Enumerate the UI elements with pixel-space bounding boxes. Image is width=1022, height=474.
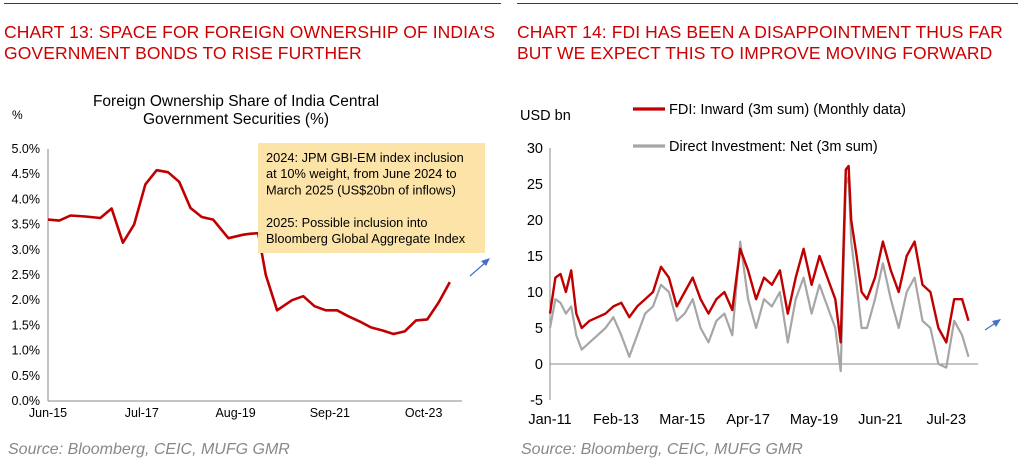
x-tick-label: Mar-15: [659, 412, 705, 428]
chart-title: Foreign Ownership Share of India Central: [93, 93, 379, 110]
x-tick-label: Jan-11: [528, 412, 571, 428]
header-rule: [517, 3, 1018, 4]
y-tick-label: 3.0%: [12, 243, 41, 257]
x-tick-label: Aug-19: [215, 406, 255, 420]
y-tick-label: 4.5%: [12, 167, 41, 181]
x-tick-label: Jul-23: [927, 412, 967, 428]
x-tick-label: Feb-13: [593, 412, 639, 428]
chart-13-header: CHART 13: SPACE FOR FOREIGN OWNERSHIP OF…: [4, 22, 501, 64]
y-tick-label: 1.5%: [12, 318, 41, 332]
foreign-ownership-line: [47, 168, 451, 336]
annotation-text: March 2025 (US$20bn of inflows): [266, 182, 456, 197]
x-tick-label: Oct-23: [405, 406, 443, 420]
chart-13-panel: CHART 13: SPACE FOR FOREIGN OWNERSHIP OF…: [0, 0, 505, 474]
x-tick-label: Jun-15: [29, 406, 67, 420]
annotation-box: [258, 143, 485, 253]
chart-14-header: CHART 14: FDI HAS BEEN A DISAPPOINTMENT …: [517, 22, 1018, 64]
y-tick-label: 15: [527, 249, 543, 265]
legend-label: Direct Investment: Net (3m sum): [669, 139, 878, 155]
header-line: CHART 14: FDI HAS BEEN A DISAPPOINTMENT …: [517, 22, 1003, 42]
y-tick-label: 5: [535, 321, 543, 337]
y-tick-label: 3.5%: [12, 218, 41, 232]
y-tick-label: 0: [535, 357, 543, 373]
y-tick-label: -5: [530, 393, 543, 409]
y-tick-label: 10: [527, 285, 543, 301]
annotation-text: 2025: Possible inclusion into: [266, 215, 428, 230]
x-tick-label: Jun-21: [858, 412, 902, 428]
y-tick-label: 2.0%: [12, 293, 41, 307]
y-tick-label: 30: [527, 141, 543, 157]
chart-title: Government Securities (%): [143, 111, 329, 128]
y-tick-label: 20: [527, 213, 543, 229]
chart-13-source: Source: Bloomberg, CEIC, MUFG GMR: [8, 441, 290, 458]
annotation-text: Bloomberg Global Aggregate Index: [266, 231, 466, 246]
trend-arrow-head: [992, 319, 1001, 327]
x-tick-label: May-19: [790, 412, 838, 428]
annotation-text: at 10% weight, from June 2024 to: [266, 166, 457, 181]
y-tick-label: 4.0%: [12, 192, 41, 206]
chart-13-plot: Foreign Ownership Share of India Central…: [12, 93, 490, 420]
fdi-inward-line: [548, 164, 970, 344]
legend-label: FDI: Inward (3m sum) (Monthly data): [669, 102, 906, 118]
x-tick-label: Jul-17: [125, 406, 159, 420]
chart-14-plot: USD bn FDI: Inward (3m sum) (Monthly data…: [520, 102, 1001, 428]
annotation-text: 2024: JPM GBI-EM index inclusion: [266, 150, 464, 165]
trend-arrow-head: [481, 258, 490, 266]
chart-14-panel: CHART 14: FDI HAS BEEN A DISAPPOINTMENT …: [513, 0, 1022, 474]
x-tick-label: Sep-21: [310, 406, 350, 420]
direct-investment-net-line: [548, 175, 970, 373]
y-axis-label: %: [12, 108, 23, 122]
trend-arrow-shaft: [469, 261, 487, 277]
chart-14-source: Source: Bloomberg, CEIC, MUFG GMR: [521, 441, 803, 458]
header-rule: [4, 3, 501, 4]
header-line: GOVERNMENT BONDS TO RISE FURTHER: [4, 43, 362, 63]
header-line: BUT WE EXPECT THIS TO IMPROVE MOVING FOR…: [517, 43, 993, 63]
y-tick-label: 0.5%: [12, 369, 41, 383]
x-tick-label: Apr-17: [726, 412, 770, 428]
header-line: CHART 13: SPACE FOR FOREIGN OWNERSHIP OF…: [4, 22, 496, 42]
y-tick-label: 0.0%: [12, 394, 41, 408]
y-tick-label: 2.5%: [12, 268, 41, 282]
y-axis-label: USD bn: [520, 108, 571, 124]
y-tick-label: 1.0%: [12, 344, 41, 358]
y-tick-label: 25: [527, 177, 543, 193]
y-tick-label: 5.0%: [12, 142, 41, 156]
